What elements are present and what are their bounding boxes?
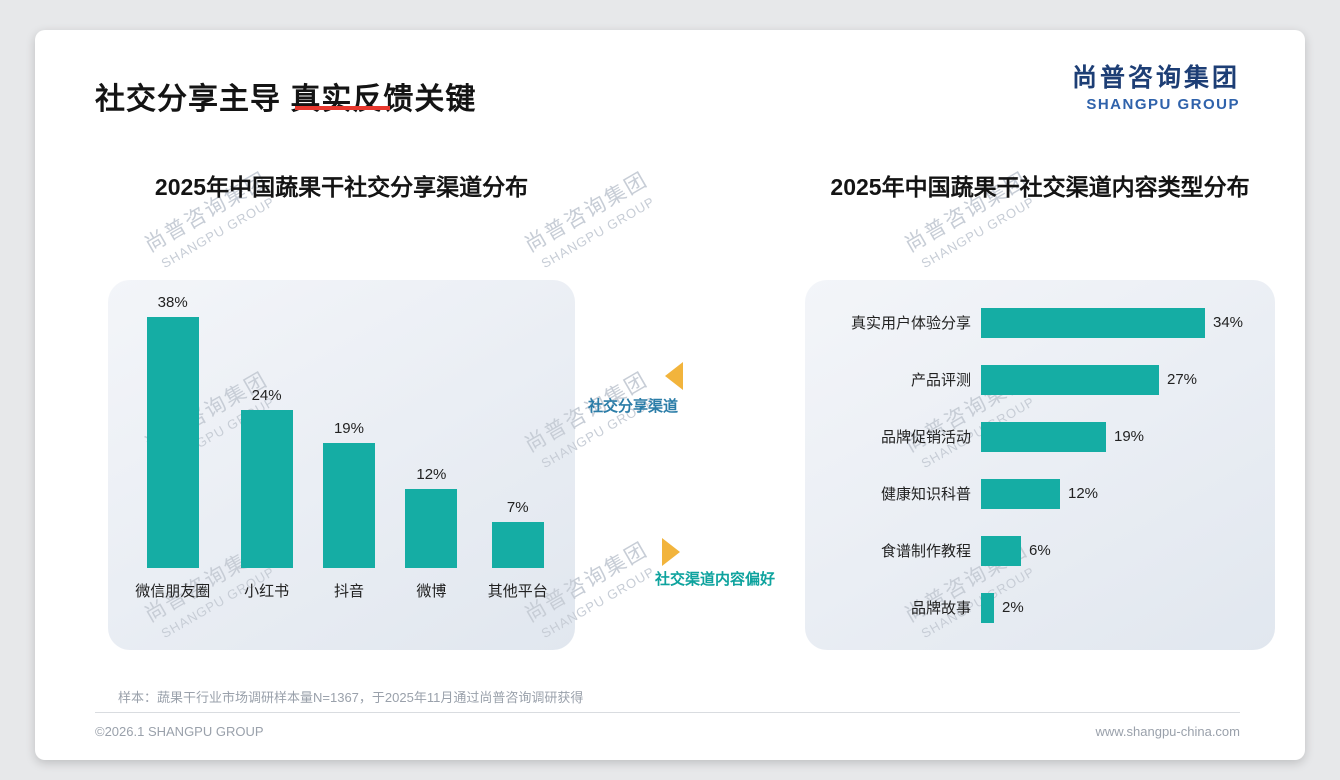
- bar-value-label: 24%: [251, 387, 282, 404]
- footer-website: www.shangpu-china.com: [1095, 724, 1240, 739]
- bar-category-label: 其他平台: [487, 583, 548, 600]
- bar: [981, 478, 1060, 509]
- bar-value-label: 27%: [1167, 371, 1198, 388]
- bar-row: 品牌促销活动 19%: [821, 421, 1267, 452]
- bar-row: 品牌故事 2%: [821, 592, 1267, 623]
- footer: ©2026.1 SHANGPU GROUP www.shangpu-china.…: [95, 712, 1240, 760]
- arrow-right-icon: [662, 538, 680, 566]
- bar-row: 产品评测 27%: [821, 364, 1267, 395]
- left-chart-panel: 38% 微信朋友圈 24% 小红书 19% 抖音 12% 微博 7% 其他平台: [108, 280, 575, 650]
- horizontal-bar-chart: 真实用户体验分享 34% 产品评测 27% 品牌促销活动 19% 健康知识科普 12% 食谱制作…: [821, 294, 1267, 636]
- bar: [981, 592, 994, 623]
- bar-value-label: 12%: [416, 466, 447, 483]
- bar-column: 12% 微博: [405, 466, 458, 600]
- company-logo-en: SHANGPU GROUP: [1086, 96, 1240, 113]
- bar: [405, 489, 458, 568]
- bar-value-label: 38%: [157, 294, 188, 311]
- title-underline: [295, 106, 390, 110]
- bar-column: 38% 微信朋友圈: [135, 294, 210, 600]
- bar-category-label: 微博: [416, 583, 447, 600]
- bar: [146, 317, 199, 568]
- vertical-bar-chart: 38% 微信朋友圈 24% 小红书 19% 抖音 12% 微博 7% 其他平台: [120, 280, 563, 600]
- bar-category-label: 微信朋友圈: [135, 583, 211, 600]
- sample-note: 样本：蔬果干行业市场调研样本量N=1367，于2025年11月通过尚普咨询调研获…: [118, 690, 584, 705]
- bar-value-label: 19%: [333, 420, 364, 437]
- right-chart-title: 2025年中国蔬果干社交渠道内容类型分布: [830, 174, 1250, 200]
- right-chart-panel: 真实用户体验分享 34% 产品评测 27% 品牌促销活动 19% 健康知识科普 12% 食谱制作…: [805, 280, 1275, 650]
- left-chart-annotation: 社交分享渠道: [588, 398, 679, 415]
- bar-category-label: 产品评测: [910, 372, 971, 389]
- bar-value-label: 7%: [506, 499, 529, 516]
- bar-category-label: 食谱制作教程: [880, 543, 971, 560]
- bar-value-label: 12%: [1068, 485, 1099, 502]
- bar-category-label: 品牌故事: [910, 600, 971, 617]
- bar: [491, 522, 544, 568]
- bar-category-label: 小红书: [244, 583, 290, 600]
- arrow-left-icon: [665, 362, 683, 390]
- bar-category-label: 健康知识科普: [880, 486, 971, 503]
- slide-card: 尚普咨询集团 SHANGPU GROUP 尚普咨询集团 SHANGPU GROUP 尚普…: [35, 30, 1305, 760]
- left-chart-title: 2025年中国蔬果干社交分享渠道分布: [154, 174, 529, 200]
- bar-value-label: 6%: [1029, 542, 1051, 559]
- bar-row: 真实用户体验分享 34%: [821, 307, 1267, 338]
- bar: [981, 535, 1021, 566]
- company-logo-cn: 尚普咨询集团: [1071, 64, 1240, 92]
- bar-row: 食谱制作教程 6%: [821, 535, 1267, 566]
- page-title: 社交分享主导 真实反馈关键: [95, 83, 477, 116]
- bar-column: 19% 抖音: [322, 420, 375, 600]
- footer-copyright: ©2026.1 SHANGPU GROUP: [95, 724, 264, 739]
- bar: [981, 364, 1159, 395]
- bar: [981, 421, 1106, 452]
- company-logo: 尚普咨询集团 SHANGPU GROUP: [1072, 58, 1240, 113]
- bar: [322, 443, 375, 568]
- bar-column: 24% 小红书: [240, 387, 293, 600]
- bar-category-label: 品牌促销活动: [880, 429, 971, 446]
- bar-category-label: 抖音: [333, 583, 364, 600]
- right-chart-annotation: 社交渠道内容偏好: [655, 571, 776, 588]
- bar-value-label: 19%: [1114, 428, 1145, 445]
- bar-value-label: 2%: [1002, 599, 1024, 616]
- bar-row: 健康知识科普 12%: [821, 478, 1267, 509]
- bar-column: 7% 其他平台: [488, 499, 548, 600]
- bar-category-label: 真实用户体验分享: [850, 315, 971, 332]
- bar: [981, 307, 1205, 338]
- bar: [240, 410, 293, 568]
- bar-value-label: 34%: [1213, 314, 1244, 331]
